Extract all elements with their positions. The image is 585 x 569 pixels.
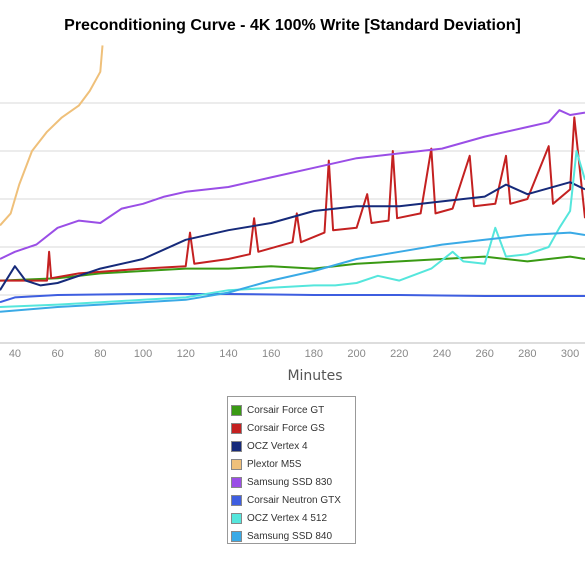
- legend-item: Plextor M5S: [231, 455, 355, 473]
- gridlines: [0, 102, 585, 344]
- legend: Corsair Force GT Corsair Force GS OCZ Vert…: [227, 396, 356, 544]
- legend-item: Corsair Force GT: [231, 401, 355, 419]
- legend-swatch: [231, 476, 242, 488]
- legend-label: Corsair Neutron GTX: [247, 494, 341, 506]
- legend-item: Samsung SSD 830: [231, 473, 355, 491]
- series-line-samsung-ssd-830: [0, 109, 585, 260]
- legend-label: Plextor M5S: [247, 458, 302, 470]
- x-tick-label: 60: [52, 348, 64, 360]
- legend-label: Samsung SSD 830: [247, 476, 333, 488]
- series-line-samsung-ssd-840: [0, 231, 585, 313]
- series-line-plextor-m5s: [0, 45, 104, 227]
- legend-label: Samsung SSD 840: [247, 530, 333, 542]
- x-tick-label: 240: [433, 348, 451, 360]
- x-tick-label: 140: [219, 348, 237, 360]
- legend-item: Corsair Force GS: [231, 419, 355, 437]
- x-tick-label: 300: [561, 348, 579, 360]
- series-line-corsair-force-gs: [0, 116, 585, 282]
- legend-item: Corsair Neutron GTX: [231, 491, 355, 509]
- series-line-corsair-force-gt: [0, 255, 585, 282]
- series-lines: [0, 45, 585, 313]
- x-tick-label: 180: [305, 348, 323, 360]
- x-tick-label: 220: [390, 348, 408, 360]
- x-axis-ticks: 40 60 80 100 120 140 160 180 200 220 240 260 280 300: [9, 348, 579, 360]
- x-tick-label: 200: [347, 348, 365, 360]
- x-tick-label: 40: [9, 348, 21, 360]
- series-line-ocz-vertex-4-512: [0, 150, 585, 308]
- legend-swatch: [231, 422, 242, 434]
- chart-title: Preconditioning Curve - 4K 100% Write [S…: [64, 17, 521, 34]
- series-line-ocz-vertex-4: [0, 181, 585, 291]
- legend-label: Corsair Force GT: [247, 404, 325, 416]
- x-tick-label: 280: [518, 348, 536, 360]
- legend-label: Corsair Force GS: [247, 422, 325, 434]
- legend-item: Samsung SSD 840: [231, 527, 355, 545]
- legend-swatch: [231, 458, 242, 470]
- x-tick-label: 100: [134, 348, 152, 360]
- legend-swatch: [231, 512, 242, 524]
- legend-item: OCZ Vertex 4 512: [231, 509, 355, 527]
- legend-label: OCZ Vertex 4: [247, 440, 308, 452]
- series-line-corsair-neutron-gtx: [0, 293, 585, 304]
- legend-swatch: [231, 440, 242, 452]
- x-tick-label: 160: [262, 348, 280, 360]
- legend-swatch: [231, 530, 242, 542]
- legend-label: OCZ Vertex 4 512: [247, 512, 328, 524]
- legend-swatch: [231, 404, 242, 416]
- x-tick-label: 260: [475, 348, 493, 360]
- legend-item: OCZ Vertex 4: [231, 437, 355, 455]
- plot-area: 40 60 80 100 120 140 160 180 200 220 240 260 280 300: [0, 45, 585, 360]
- x-axis-label: Minutes: [287, 368, 343, 384]
- x-tick-label: 80: [94, 348, 106, 360]
- legend-swatch: [231, 494, 242, 506]
- x-tick-label: 120: [177, 348, 195, 360]
